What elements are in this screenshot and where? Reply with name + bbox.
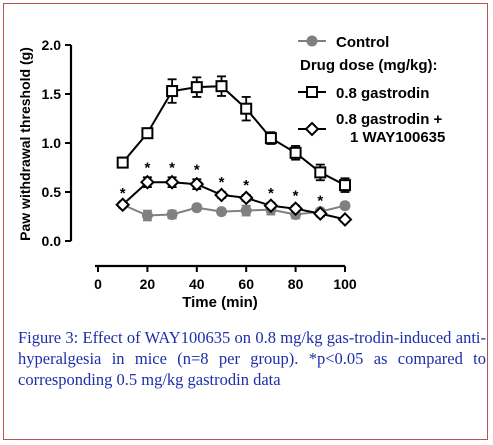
legend-combo-label-line1: 0.8 gastrodin +	[336, 111, 443, 128]
y-tick-label: 1.0	[42, 135, 62, 151]
combo-point	[337, 212, 353, 227]
control-point	[191, 202, 203, 214]
x-tick-label: 0	[94, 276, 102, 292]
figure-caption: Figure 3: Effect of WAY100635 on 0.8 mg/…	[18, 328, 486, 389]
legend-control-label: Control	[336, 34, 389, 51]
legend-combo-marker	[304, 121, 320, 137]
combo-point	[189, 176, 205, 192]
control-point	[240, 205, 252, 217]
y-tick-label: 2.0	[42, 37, 62, 53]
gastrodin-point	[339, 179, 351, 192]
combo-point	[312, 206, 328, 221]
significance-star: *	[169, 159, 175, 176]
gastrodin-point	[215, 80, 228, 93]
axes: 0.00.51.01.52.0 0 20 40 60 80 100 Time (min) …	[17, 37, 357, 311]
y-tick-label: 0.0	[42, 233, 62, 249]
significance-star: *	[268, 185, 274, 202]
control-point	[339, 200, 351, 212]
legend-group-title: Drug dose (mg/kg):	[300, 57, 438, 74]
series-line-1	[121, 85, 346, 186]
figure-frame: 0.0 0.5 1.0 1.5 2.0 0 20 40 60 80 100 Time (min) …	[3, 3, 488, 440]
significance-star: *	[243, 177, 249, 194]
gastrodin-point	[141, 127, 154, 140]
combo-point	[115, 197, 131, 213]
legend-gastrodin-marker	[306, 86, 318, 98]
y-axis-title: Paw withdrawal threshold (g)	[17, 47, 33, 241]
legend-gastrodin-label: 0.8 gastrodin	[336, 85, 429, 102]
significance-star: *	[317, 193, 323, 210]
x-tick-label: 60	[238, 276, 254, 292]
gastrodin-point	[314, 166, 327, 179]
legend-combo-label-line2: 1 WAY100635	[350, 129, 445, 146]
y-tick-label: 0.5	[42, 184, 62, 200]
combo-point	[214, 187, 229, 203]
gastrodin-point	[289, 146, 302, 159]
control-point	[216, 206, 227, 218]
significance-star: *	[144, 159, 150, 176]
control-point	[141, 210, 153, 222]
significance-star: *	[219, 174, 225, 191]
gastrodin-point	[190, 81, 203, 94]
significance-star: *	[293, 188, 299, 205]
significance-star: *	[194, 161, 200, 178]
series-line-2	[122, 181, 346, 221]
combo-point	[164, 174, 180, 190]
significance-star: *	[120, 185, 126, 202]
legend: Control Drug dose (mg/kg): 0.8 gastrodin…	[298, 34, 445, 146]
combo-point	[238, 190, 254, 206]
y-tick-label: 1.5	[42, 86, 62, 102]
combo-point	[263, 198, 279, 214]
gastrodin-point	[116, 156, 129, 169]
x-tick-label: 100	[333, 276, 357, 292]
series-line-0	[122, 203, 346, 217]
gastrodin-point	[166, 85, 179, 98]
x-tick-label: 40	[189, 276, 205, 292]
gastrodin-point	[240, 102, 253, 115]
line-chart: 0.00.51.01.52.0 0 20 40 60 80 100 Time (min) …	[17, 34, 445, 311]
legend-control-marker	[306, 35, 318, 47]
x-tick-label: 80	[288, 276, 304, 292]
control-point	[166, 209, 178, 221]
gastrodin-point	[264, 132, 277, 145]
combo-point	[139, 174, 155, 190]
combo-point	[288, 201, 304, 217]
x-tick-label: 20	[140, 276, 156, 292]
x-axis-title: Time (min)	[182, 294, 258, 311]
